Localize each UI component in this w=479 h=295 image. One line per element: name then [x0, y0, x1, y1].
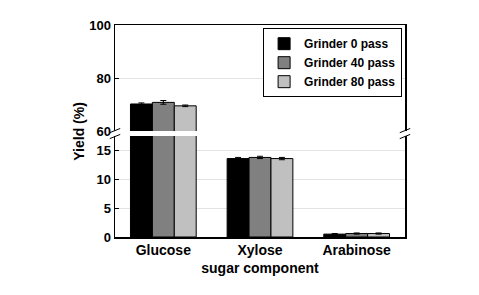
svg-text:Xylose: Xylose — [237, 242, 282, 258]
svg-text:100: 100 — [89, 18, 111, 33]
svg-text:Glucose: Glucose — [136, 242, 191, 258]
svg-text:Grinder 40 pass: Grinder 40 pass — [304, 56, 395, 70]
svg-text:15: 15 — [96, 143, 110, 158]
svg-text:10: 10 — [96, 172, 110, 187]
svg-text:Yield (%): Yield (%) — [71, 102, 87, 161]
svg-text:sugar component: sugar component — [201, 260, 319, 276]
svg-text:5: 5 — [104, 201, 111, 216]
svg-text:0: 0 — [104, 230, 111, 245]
svg-text:Arabinose: Arabinose — [322, 242, 391, 258]
svg-text:80: 80 — [96, 71, 110, 86]
svg-text:60: 60 — [96, 124, 110, 139]
svg-text:Grinder 80 pass: Grinder 80 pass — [304, 75, 395, 89]
svg-text:Grinder 0 pass: Grinder 0 pass — [304, 37, 388, 51]
